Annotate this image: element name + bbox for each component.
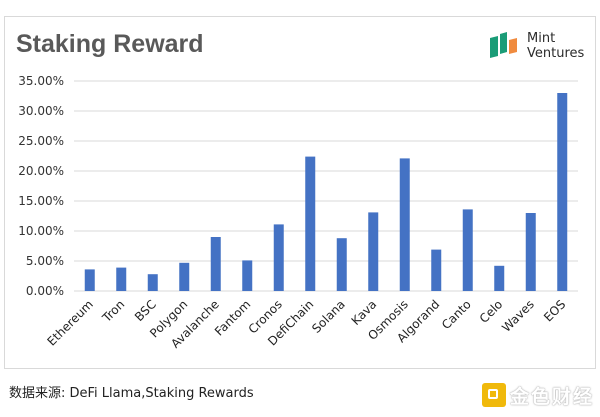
x-tick-label: Tron xyxy=(99,297,127,325)
y-tick-label: 30.00% xyxy=(18,104,64,118)
x-tick-label: Canto xyxy=(439,297,474,332)
logo-text: Mint Ventures xyxy=(527,31,584,61)
x-tick-label: Ethereum xyxy=(45,297,96,348)
bar-waves xyxy=(525,213,536,291)
logo-line-1: Mint xyxy=(527,31,556,46)
x-tick-label: EOS xyxy=(541,297,568,324)
y-tick-label: 20.00% xyxy=(18,164,64,178)
x-tick-label: Waves xyxy=(499,297,537,335)
logo-line-2: Ventures xyxy=(527,46,585,61)
bar-kava xyxy=(368,212,379,291)
watermark-logo-icon xyxy=(482,383,506,407)
y-tick-label: 35.00% xyxy=(18,74,64,88)
bar-canto xyxy=(462,209,473,291)
x-tick-label: Celo xyxy=(477,297,506,326)
y-tick-label: 15.00% xyxy=(18,194,64,208)
bar-solana xyxy=(336,238,347,291)
bar-ethereum xyxy=(84,269,95,291)
y-tick-label: 0.00% xyxy=(26,284,64,298)
chart-title: Staking Reward xyxy=(16,30,204,58)
mint-ventures-logo-icon xyxy=(490,32,517,58)
bar-tron xyxy=(116,267,127,291)
bar-polygon xyxy=(179,262,190,291)
y-tick-label: 10.00% xyxy=(18,224,64,238)
y-tick-label: 5.00% xyxy=(26,254,64,268)
x-tick-label: Fantom xyxy=(212,297,253,338)
chart-frame xyxy=(4,16,596,369)
mint-ventures-logo xyxy=(488,30,588,64)
source-note: 数据来源: DeFi Llama,Staking Rewards xyxy=(9,386,254,401)
bar-eos xyxy=(557,93,568,291)
bar-avalanche xyxy=(210,237,221,291)
y-tick-label: 25.00% xyxy=(18,134,64,148)
x-tick-label: Solana xyxy=(309,297,348,336)
x-tick-label: BSC xyxy=(132,297,159,324)
bar-bsc xyxy=(147,274,158,291)
bar-celo xyxy=(494,265,505,291)
bar-algorand xyxy=(431,249,442,291)
bar-osmosis xyxy=(399,158,410,291)
bar-defichain xyxy=(305,156,316,291)
watermark: 金色财经 xyxy=(482,383,595,408)
watermark-text: 金色财经 xyxy=(510,385,595,408)
bar-fantom xyxy=(242,260,253,291)
bar-cronos xyxy=(273,224,284,291)
